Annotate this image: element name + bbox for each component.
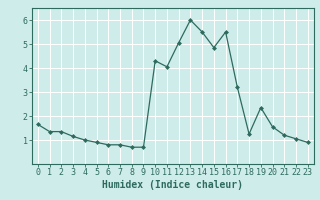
X-axis label: Humidex (Indice chaleur): Humidex (Indice chaleur) <box>102 180 243 190</box>
